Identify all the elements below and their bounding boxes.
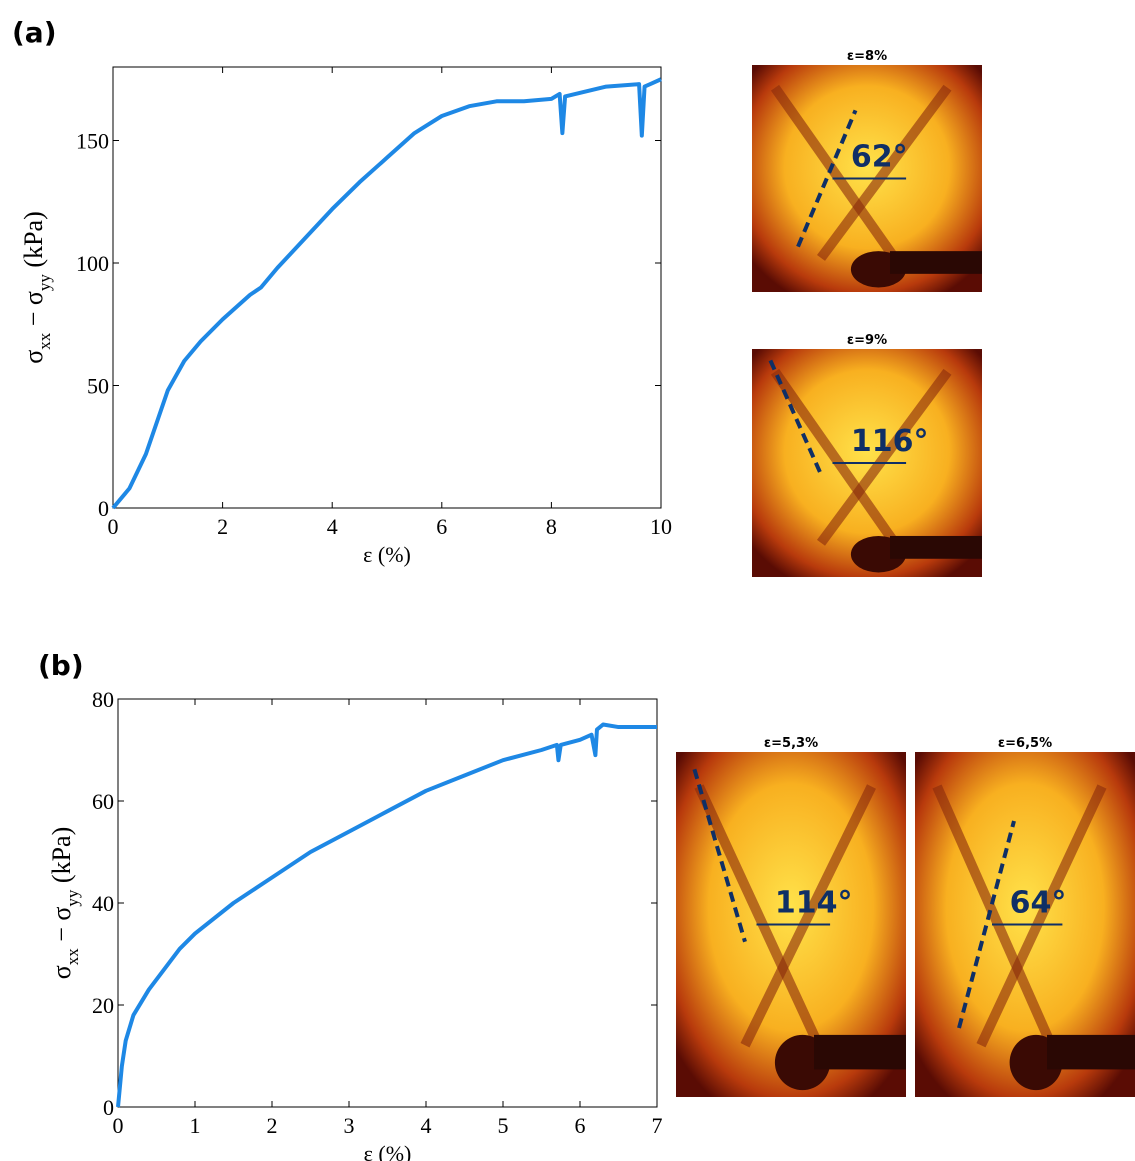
angle-label: 116° xyxy=(851,424,929,459)
x-tick-label: 5 xyxy=(498,1113,509,1138)
panel-label: (a) xyxy=(12,16,57,49)
indenter-arm xyxy=(890,535,982,559)
indenter-arm xyxy=(1047,1034,1135,1070)
y-label-part: σ xyxy=(47,965,76,979)
y-label-part: yy xyxy=(63,889,82,907)
angle-label: 64° xyxy=(1010,886,1067,921)
y-label-part: − σ xyxy=(47,907,76,949)
data-line xyxy=(116,722,657,1108)
plot-frame xyxy=(117,698,658,1108)
shear-band xyxy=(740,784,876,1048)
band-direction xyxy=(768,359,823,476)
indenter-arm xyxy=(890,251,982,274)
y-label-part: yy xyxy=(35,274,54,292)
image-label: ε=5,3% xyxy=(764,736,818,751)
panel-label: (b) xyxy=(38,649,84,682)
shear-band xyxy=(816,368,952,546)
x-tick-label: 4 xyxy=(327,514,338,539)
y-label-part: xx xyxy=(63,948,82,966)
x-tick-label: 8 xyxy=(546,514,557,539)
band-direction xyxy=(692,768,747,943)
angle-label: 62° xyxy=(851,140,908,175)
x-axis-label: ε (%) xyxy=(364,1141,412,1161)
image-label: ε=8% xyxy=(847,49,887,64)
y-tick-label: 50 xyxy=(87,374,109,399)
y-tick-label: 100 xyxy=(76,251,109,276)
image-label: ε=6,5% xyxy=(998,736,1052,751)
x-tick-label: 2 xyxy=(267,1113,278,1138)
x-tick-label: 0 xyxy=(113,1113,124,1138)
y-label-part: − σ xyxy=(19,291,48,333)
y-tick-label: 40 xyxy=(92,891,114,916)
y-tick-label: 150 xyxy=(76,129,109,154)
y-label-part: σ xyxy=(19,350,48,364)
shear-band xyxy=(976,784,1107,1048)
y-label-part: xx xyxy=(35,332,54,350)
image-label: ε=9% xyxy=(847,333,887,348)
x-tick-label: 0 xyxy=(108,514,119,539)
band-direction xyxy=(796,109,858,248)
y-tick-label: 0 xyxy=(103,1095,114,1120)
x-tick-label: 4 xyxy=(421,1113,432,1138)
shear-band xyxy=(932,784,1056,1048)
x-tick-label: 6 xyxy=(575,1113,586,1138)
x-tick-label: 1 xyxy=(190,1113,201,1138)
indenter-arm xyxy=(814,1034,906,1070)
y-tick-label: 20 xyxy=(92,993,114,1018)
shear-band xyxy=(816,84,952,261)
shear-band xyxy=(770,84,899,261)
data-line xyxy=(111,77,662,510)
shear-band xyxy=(770,368,899,546)
y-tick-label: 80 xyxy=(92,687,114,712)
plot-frame xyxy=(112,66,662,509)
y-tick-label: 0 xyxy=(98,496,109,521)
x-tick-label: 3 xyxy=(344,1113,355,1138)
y-axis-label: σxx − σyy (kPa) xyxy=(47,827,82,980)
y-label-part: (kPa) xyxy=(47,827,76,890)
y-tick-label: 60 xyxy=(92,789,114,814)
x-tick-label: 10 xyxy=(650,514,672,539)
x-tick-label: 2 xyxy=(217,514,228,539)
y-label-part: (kPa) xyxy=(19,211,48,274)
band-direction xyxy=(957,820,1016,1029)
y-axis-label: σxx − σyy (kPa) xyxy=(19,211,54,364)
x-tick-label: 7 xyxy=(652,1113,663,1138)
angle-label: 114° xyxy=(775,886,853,921)
shear-band xyxy=(694,784,824,1048)
x-axis-label: ε (%) xyxy=(363,542,411,567)
x-tick-label: 6 xyxy=(436,514,447,539)
